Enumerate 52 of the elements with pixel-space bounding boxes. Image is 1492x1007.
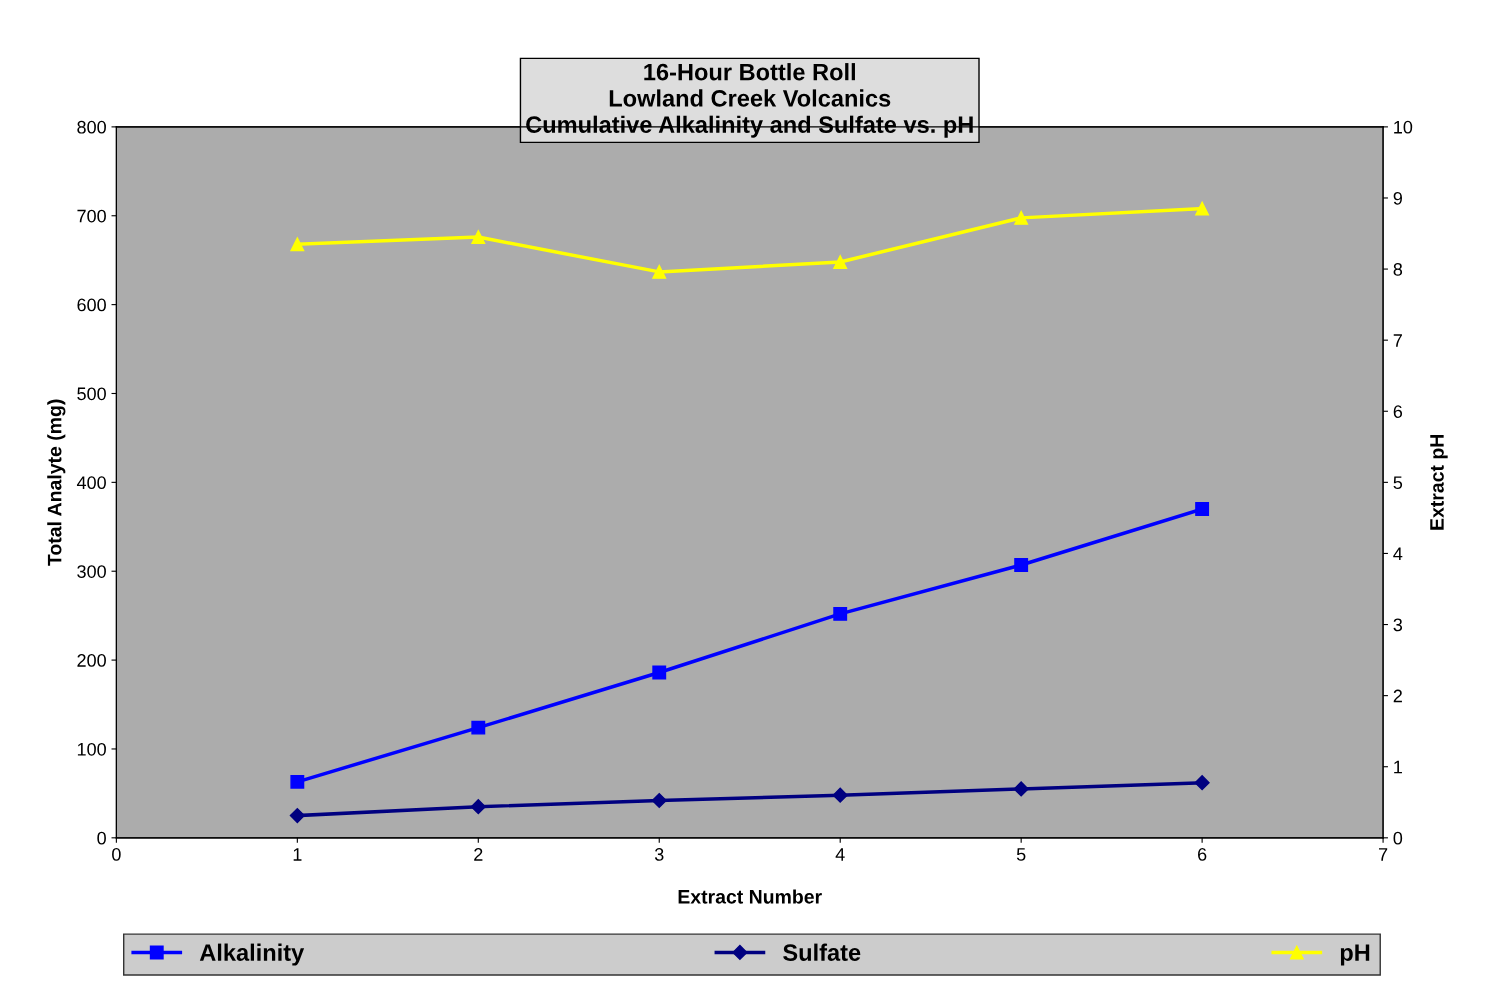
y2-tick-label: 5 [1393,476,1403,490]
x-tick-label: 0 [112,848,121,861]
point [1014,210,1029,225]
y-tick-label: 500 [77,387,106,401]
point [1195,502,1210,516]
point [290,774,305,789]
y2-tick-label: 10 [1394,120,1413,134]
y-tick-label: 0 [97,831,106,845]
legend-label: Alkalinity [199,943,305,966]
point [471,720,486,735]
y2-tick-label: 4 [1393,547,1403,560]
point [833,606,848,621]
x-tick-label: 4 [835,848,845,861]
point [833,255,848,269]
y2-tick-label: 0 [1393,831,1403,845]
y-tick-label: 100 [77,742,106,756]
x-tick-label: 5 [1016,848,1026,861]
y2-tick-label: 7 [1393,334,1402,347]
y2-tick-label: 1 [1394,760,1402,774]
y2-axis-title: Extract pH [1430,435,1448,530]
point [471,230,486,245]
point [1013,781,1029,797]
y-axis-title: Total Analyte (mg) [47,399,66,566]
legend-label: Sulfate [783,943,861,961]
point [1195,201,1210,216]
point [652,665,667,680]
point [470,799,486,815]
point [832,787,848,803]
y2-tick-label: 3 [1393,618,1403,632]
point [652,264,667,279]
y-tick-label: 300 [77,565,106,578]
y2-tick-label: 8 [1393,263,1403,276]
y-tick-label: 200 [77,654,106,667]
y-tick-label: 600 [77,298,106,312]
y-tick-label: 700 [77,209,106,223]
x-tick-label: 2 [474,848,483,861]
x-tick-label: 6 [1198,848,1207,861]
y-tick-label: 800 [77,120,106,134]
y2-tick-label: 2 [1393,689,1402,703]
point [289,808,305,824]
y2-tick-label: 9 [1393,191,1402,205]
x-axis-title: Extract Number [678,889,822,904]
x-tick-label: 3 [654,848,664,861]
x-tick-label: 7 [1378,848,1388,861]
point [1194,775,1210,791]
legend-label: pH [1340,944,1370,966]
x-tick-label: 1 [293,848,302,861]
point [290,237,305,252]
y2-tick-label: 6 [1393,405,1403,418]
y-tick-label: 400 [76,476,106,490]
point [1014,558,1029,572]
point [651,792,667,809]
